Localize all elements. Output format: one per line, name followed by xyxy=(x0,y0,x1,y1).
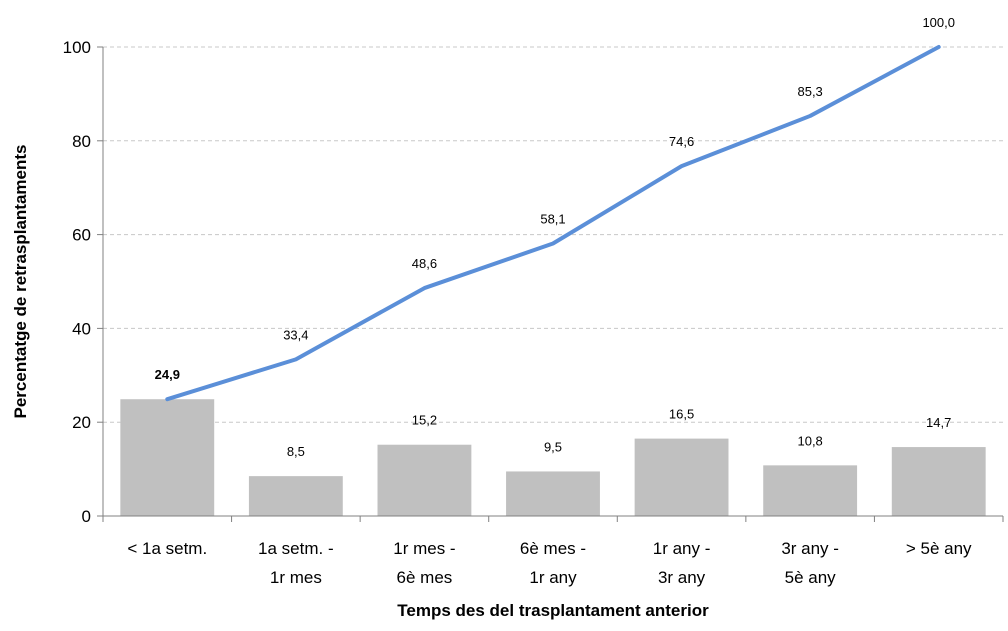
x-category-label-line: 3r any xyxy=(658,568,706,587)
bar-series xyxy=(120,399,986,516)
bar-value-label: 9,5 xyxy=(544,439,562,454)
line-value-label: 85,3 xyxy=(797,84,822,99)
x-category-label-line: 1r mes - xyxy=(393,539,455,558)
grid-lines xyxy=(103,46,1003,423)
y-axis-title: Percentatge de retrasplantaments xyxy=(11,145,30,419)
cumulative-line-series xyxy=(165,45,941,402)
x-category-label-line: 6è mes - xyxy=(520,539,586,558)
line-value-label: 48,6 xyxy=(412,256,437,271)
line-value-label: 33,4 xyxy=(283,327,308,342)
x-category-label-line: 5è any xyxy=(785,568,837,587)
bar xyxy=(763,465,858,516)
y-tick-label: 80 xyxy=(72,132,91,151)
bar xyxy=(506,471,600,516)
y-tick-label: 0 xyxy=(82,507,91,526)
bar xyxy=(891,447,986,516)
tick-labels: 0 20 40 60 80 100 < 1a setm. 1a setm. - 1r mes 1r… xyxy=(63,38,972,587)
x-category-label-line: 6è mes xyxy=(397,568,453,587)
bar-value-label: 8,5 xyxy=(287,444,305,459)
x-category-label-line: 1r any - xyxy=(653,539,711,558)
bar-value-label: 15,2 xyxy=(412,413,437,428)
line-value-label: 100,0 xyxy=(922,15,955,30)
x-category-label-line: > 5è any xyxy=(906,539,972,558)
x-category-label: 1r mes - 6è mes xyxy=(393,539,455,587)
x-category-label: < 1a setm. xyxy=(127,539,207,558)
bar xyxy=(120,399,215,516)
bar xyxy=(634,438,729,516)
x-category-label: 3r any - 5è any xyxy=(781,539,839,587)
x-category-label: 1r any - 3r any xyxy=(653,539,711,587)
y-tick-label: 60 xyxy=(72,226,91,245)
x-category-label-line: 1r any xyxy=(529,568,577,587)
x-category-label-line: < 1a setm. xyxy=(127,539,207,558)
x-axis-title: Temps des del trasplantament anterior xyxy=(397,601,709,620)
bar-value-label: 24,9 xyxy=(155,367,180,382)
bar xyxy=(377,444,472,516)
x-category-label: > 5è any xyxy=(906,539,972,558)
line-value-label: 58,1 xyxy=(540,212,565,227)
x-category-label-line: 1a setm. - xyxy=(258,539,334,558)
y-tick-label: 20 xyxy=(72,413,91,432)
y-tick-label: 40 xyxy=(72,319,91,338)
x-category-label-line: 1r mes xyxy=(270,568,322,587)
x-category-label: 6è mes - 1r any xyxy=(520,539,586,587)
axes xyxy=(97,46,1004,522)
x-category-label-line: 3r any - xyxy=(781,539,839,558)
cumulative-line xyxy=(165,45,941,402)
bar-value-label: 10,8 xyxy=(797,433,822,448)
x-category-label: 1a setm. - 1r mes xyxy=(258,539,334,587)
y-tick-label: 100 xyxy=(63,38,91,57)
bar-value-label: 14,7 xyxy=(926,415,951,430)
line-value-label: 74,6 xyxy=(669,134,694,149)
data-labels: 24,9 8,5 15,2 9,5 16,5 10,8 14,7 33,4 48,6 58,1 74… xyxy=(155,15,955,459)
bar xyxy=(248,476,343,516)
bar-value-label: 16,5 xyxy=(669,407,694,422)
